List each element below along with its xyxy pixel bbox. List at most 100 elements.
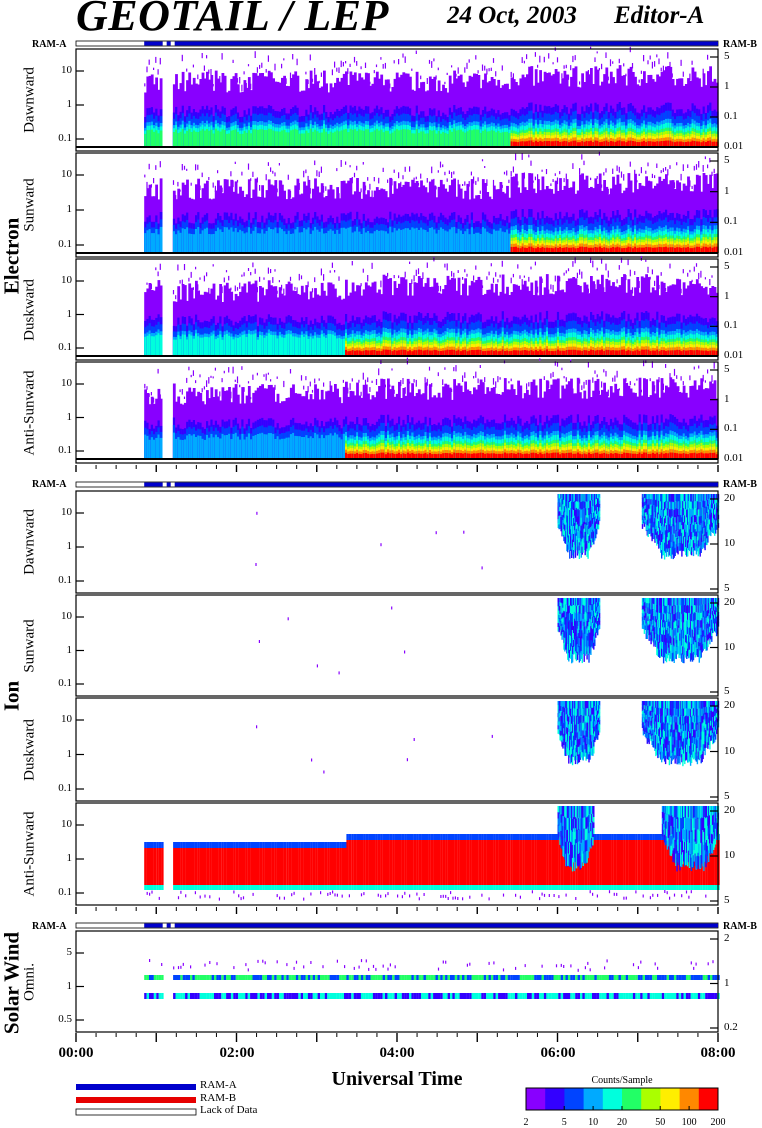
- spectrum-cell: [464, 231, 467, 253]
- spectrum-cell: [424, 133, 428, 147]
- spectrum-speck: [338, 276, 340, 281]
- spectrum-speck: [179, 280, 181, 284]
- spectrum-cell: [625, 247, 629, 253]
- spectrum-speck: [329, 270, 331, 273]
- spectrum-speck: [334, 61, 336, 68]
- spectrum-speck: [702, 165, 704, 172]
- spectrum-cell: [413, 350, 417, 356]
- spectrum-speck: [217, 170, 219, 174]
- spectrum-cell: [281, 130, 284, 147]
- spectrum-cell: [234, 337, 238, 356]
- spectrum-cell: [455, 130, 459, 147]
- spectrum-cell: [510, 141, 514, 147]
- spectrum-cell: [146, 335, 150, 356]
- spectrum-cell: [311, 131, 315, 147]
- spectrum-speck: [228, 275, 230, 281]
- spectrum-speck: [596, 176, 598, 179]
- spectrum-speck: [541, 169, 543, 172]
- spectrum-speck: [347, 68, 349, 74]
- spectrum-cell: [693, 141, 697, 147]
- spectrum-cell: [210, 335, 214, 356]
- spectrum-cell: [534, 140, 538, 147]
- spectrum-cell: [221, 129, 225, 147]
- spectrum-cell: [159, 130, 163, 147]
- spectrum-speck: [190, 182, 192, 186]
- spectrum-cell: [212, 334, 216, 356]
- spectrum-cell: [451, 131, 454, 147]
- spectrum-speck: [534, 176, 536, 181]
- spectrum-speck: [305, 169, 307, 174]
- spectrum-cell: [629, 140, 633, 147]
- spectrum-speck: [618, 58, 620, 64]
- spectrum-cell: [206, 227, 209, 253]
- spectrum-cell: [435, 233, 439, 253]
- spectrum-cell: [618, 140, 622, 147]
- spectrum-cell: [473, 233, 476, 253]
- spectrum-cell: [459, 230, 463, 253]
- spectrum-cell: [214, 231, 218, 253]
- spectrum-cell: [704, 142, 708, 147]
- spectrum-speck: [503, 171, 506, 175]
- spectrum-speck: [309, 54, 311, 61]
- spectrum-cell: [559, 247, 562, 253]
- spectrum-cell: [243, 334, 247, 356]
- spectrum-cell: [261, 335, 264, 356]
- spectrum-cell: [289, 234, 293, 253]
- spectrum-speck: [387, 179, 389, 183]
- spectrum-cell: [424, 230, 428, 253]
- spectrum-cell: [413, 133, 417, 147]
- spectrum-cell: [303, 336, 306, 356]
- spectrum-cell: [287, 132, 291, 147]
- spectrum-speck: [148, 59, 150, 65]
- spectrum-cell: [382, 132, 386, 147]
- spectrum-cell: [349, 350, 353, 356]
- spectrum-cell: [618, 247, 622, 253]
- spectrum-cell: [541, 246, 545, 253]
- spectrum-cell: [190, 335, 194, 356]
- spectrum-cell: [358, 129, 362, 147]
- spectrum-cell: [508, 233, 512, 253]
- spectrum-speck: [523, 60, 525, 64]
- spectrum-speck: [462, 277, 464, 280]
- spectrum-speck: [221, 53, 223, 60]
- spectrum-cell: [579, 246, 582, 253]
- spectrum-speck: [353, 172, 356, 178]
- spectrum-cell: [300, 334, 304, 356]
- spectrum-cell: [254, 333, 258, 356]
- spectrum-cell: [457, 129, 461, 147]
- spectrum-speck: [651, 173, 653, 178]
- spectrum-speck: [323, 186, 325, 193]
- spectrum-speck: [404, 271, 406, 278]
- spectrum-cell: [581, 141, 584, 147]
- spectrum-speck: [230, 171, 232, 177]
- spectrum-cell: [583, 141, 587, 147]
- spectrum-cell: [325, 131, 328, 147]
- spectrum-cell: [631, 141, 635, 147]
- spectrum-speck: [241, 84, 243, 92]
- spectrum-cell: [587, 141, 591, 147]
- ram-bar-ram-a: [144, 41, 718, 46]
- spectrum-speck: [259, 185, 261, 191]
- spectrum-speck: [612, 168, 614, 174]
- spectrum-cell: [338, 233, 342, 253]
- spectrum-speck: [625, 73, 627, 77]
- spectrum-speck: [704, 156, 706, 160]
- spectrum-cell: [263, 233, 267, 253]
- spectrum-cell: [373, 130, 377, 147]
- spectrum-cell: [567, 247, 571, 253]
- spectrum-cell: [252, 129, 256, 147]
- spectrum-cell: [314, 335, 317, 356]
- spectrum-cell: [565, 247, 569, 253]
- spectrum-cell: [574, 140, 578, 147]
- spectrum-cell: [334, 233, 337, 253]
- spectrum-speck: [157, 69, 159, 75]
- spectrum-cell: [217, 227, 220, 253]
- spectrum-cell: [254, 226, 258, 253]
- spectrum-cell: [526, 248, 529, 253]
- spectrum-cell: [239, 336, 242, 356]
- spectrum-cell: [320, 132, 324, 147]
- spectrum-speck: [413, 177, 415, 184]
- spectrum-speck: [654, 175, 656, 179]
- spectrum-cell: [210, 234, 214, 253]
- spectrum-speck: [323, 274, 325, 281]
